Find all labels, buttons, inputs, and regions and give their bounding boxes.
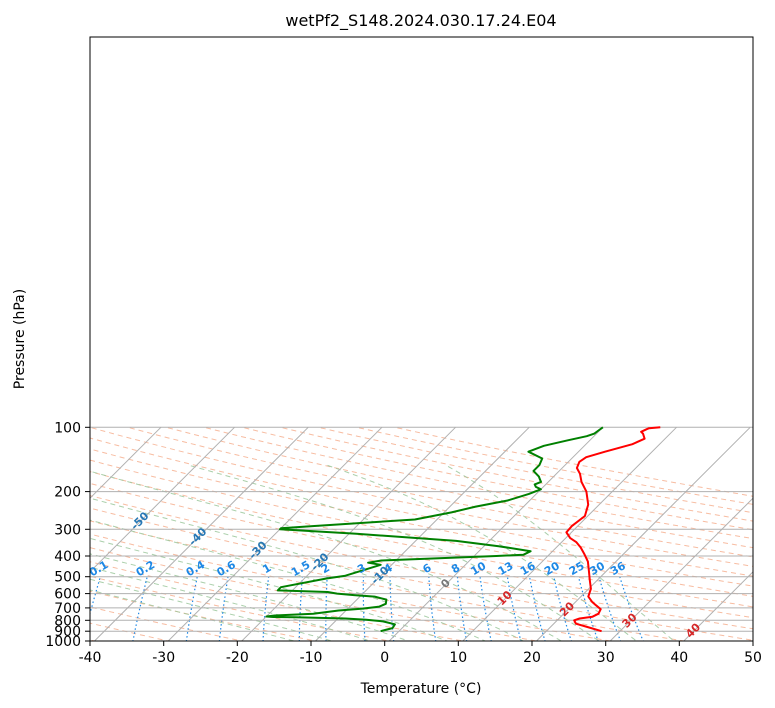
y-tick-label: 300	[54, 522, 81, 538]
mixing-ratio-line	[456, 576, 468, 641]
y-tick-label: 600	[54, 587, 81, 603]
y-tick-label: 500	[54, 570, 81, 586]
dry-adiabat	[90, 426, 753, 567]
chart-title: wetPf2_S148.2024.030.17.24.E04	[285, 11, 556, 31]
dewpoint-profile-line	[265, 426, 604, 633]
mixing-ratio-line	[529, 576, 546, 641]
grid-lines	[90, 426, 753, 641]
y-axis-label: Pressure (hPa)	[12, 289, 28, 389]
isotherm-gridline	[462, 426, 677, 641]
isotherm-gridline	[90, 426, 235, 573]
mixing-ratio-line	[262, 576, 270, 641]
dry-adiabat	[90, 561, 466, 641]
x-tick-label: -20	[226, 650, 249, 666]
mixing-ratio-line	[362, 576, 366, 641]
dry-adiabat	[90, 520, 688, 641]
mixing-ratio-line	[577, 576, 599, 641]
mixing-ratio-line	[553, 576, 572, 641]
isotherm-gridline	[93, 426, 309, 641]
mixing-ratio-line	[185, 576, 198, 641]
plot-frame	[89, 36, 754, 642]
isotherm-gridline	[535, 426, 751, 641]
mixing-ratio-line	[598, 576, 622, 641]
y-tick-label: 400	[54, 549, 81, 565]
dry-adiabat	[90, 533, 614, 641]
isotherm-gridline	[388, 426, 604, 641]
x-axis-label: Temperature (°C)	[360, 681, 482, 697]
y-tick-label: 1000	[45, 634, 81, 650]
y-tick-label: 100	[54, 420, 81, 436]
dry-adiabat	[90, 459, 753, 597]
x-tick-label: -10	[300, 650, 323, 666]
temperature-profile-line	[565, 426, 661, 633]
mixing-ratio-line	[619, 576, 644, 641]
x-tick-label: 40	[670, 650, 688, 666]
x-tick-label: 0	[380, 650, 389, 666]
dry-adiabat	[90, 606, 245, 641]
x-tick-label: 30	[597, 650, 615, 666]
mixing-ratio-line	[506, 576, 522, 641]
isotherm-gridline	[90, 426, 162, 499]
dry-adiabat	[90, 448, 753, 587]
dry-adiabat	[90, 495, 753, 630]
x-tick-label: 10	[449, 650, 467, 666]
isotherm-gridline	[167, 426, 383, 641]
isotherm-gridline	[683, 571, 753, 641]
axis-ticks: -40 -30 -20 -10 0 10 20 30 40 50 100 200 300 400 50060…	[45, 420, 762, 666]
dry-adiabat	[280, 426, 753, 522]
x-tick-label: 50	[744, 650, 762, 666]
mixing-ratio-line	[428, 576, 437, 641]
dry-adiabat	[90, 590, 319, 641]
x-tick-label: 20	[523, 650, 541, 666]
series-lines	[265, 426, 661, 633]
y-tick-label: 700	[54, 601, 81, 617]
dry-adiabat	[242, 426, 753, 531]
mixing-ratio-line	[218, 576, 229, 641]
isotherm-gridline	[241, 426, 456, 641]
isotherm-gridline	[609, 497, 753, 641]
mixing-ratio-line	[132, 576, 148, 641]
y-tick-label: 800	[54, 613, 81, 629]
y-tick-label: 900	[54, 624, 81, 640]
x-tick-label: -40	[79, 650, 102, 666]
x-tick-label: -30	[152, 650, 175, 666]
y-tick-label: 200	[54, 485, 81, 501]
dry-adiabat	[127, 426, 753, 558]
dry-adiabat	[90, 482, 753, 619]
